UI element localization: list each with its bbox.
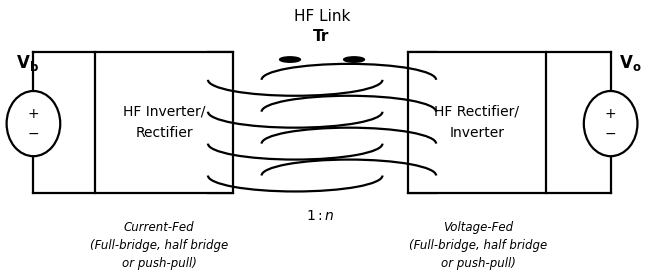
Ellipse shape — [6, 91, 60, 156]
Bar — [95, 52, 232, 193]
Text: +: + — [28, 107, 39, 121]
Text: Tr: Tr — [313, 29, 329, 44]
Text: Current-Fed
(Full-bridge, half bridge
or push-pull): Current-Fed (Full-bridge, half bridge or… — [90, 221, 228, 270]
Text: HF Link: HF Link — [294, 9, 350, 24]
Text: HF Rectifier/
Inverter: HF Rectifier/ Inverter — [434, 105, 519, 140]
Ellipse shape — [280, 57, 300, 62]
Text: −: − — [28, 127, 39, 141]
Ellipse shape — [584, 91, 637, 156]
Text: Voltage-Fed
(Full-bridge, half bridge
or push-pull): Voltage-Fed (Full-bridge, half bridge or… — [410, 221, 548, 270]
Text: +: + — [605, 107, 617, 121]
Text: HF Inverter/
Rectifier: HF Inverter/ Rectifier — [123, 105, 205, 140]
Text: −: − — [605, 127, 617, 141]
Bar — [408, 52, 546, 193]
Text: $1 : n$: $1 : n$ — [306, 209, 335, 223]
Text: $\mathbf{V_o}$: $\mathbf{V_o}$ — [619, 52, 641, 73]
Ellipse shape — [344, 57, 365, 62]
Text: $\mathbf{V_b}$: $\mathbf{V_b}$ — [16, 52, 38, 73]
